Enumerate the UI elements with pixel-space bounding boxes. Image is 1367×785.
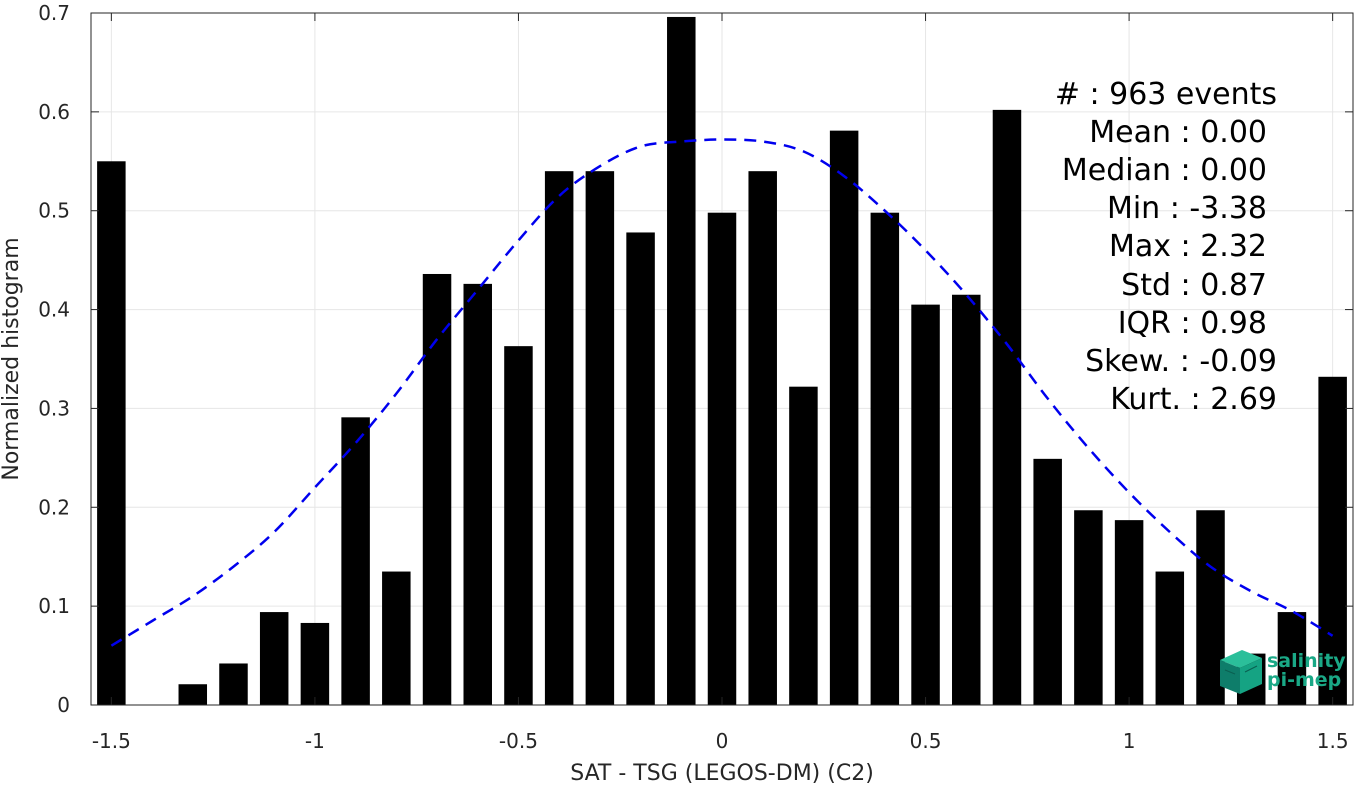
- histogram-bar: [1318, 376, 1347, 705]
- x-tick-label: -1: [305, 729, 325, 753]
- histogram-bar: [259, 612, 289, 705]
- histogram-bar: [504, 346, 533, 705]
- histogram-bar: [789, 386, 818, 705]
- logo-cube-icon: [1220, 650, 1262, 694]
- salinity-pimep-logo: salinity pi-mep: [1220, 650, 1346, 694]
- histogram-bar: [97, 161, 126, 706]
- histogram-bar: [748, 171, 777, 705]
- histogram-bars: [97, 16, 1347, 706]
- histogram-bar: [1074, 510, 1103, 705]
- histogram-bar: [463, 283, 492, 705]
- histogram-bar: [382, 571, 411, 705]
- histogram-bar: [992, 109, 1022, 705]
- histogram-bar: [178, 684, 208, 705]
- x-tick-label: -0.5: [499, 729, 538, 753]
- histogram-bar: [667, 16, 696, 706]
- histogram-bar: [707, 212, 737, 706]
- histogram-bar: [300, 622, 330, 705]
- stat-events: # : 963 events: [1055, 77, 1277, 112]
- x-tick-label: -1.5: [92, 729, 131, 753]
- x-tick-label: 1.5: [1317, 729, 1349, 753]
- histogram-bar: [1114, 520, 1144, 705]
- stat-median: Median : 0.00: [1062, 153, 1267, 188]
- histogram-bar: [1277, 612, 1307, 705]
- x-axis-label: SAT - TSG (LEGOS-DM) (C2): [570, 761, 874, 785]
- y-tick-label: 0.1: [38, 594, 70, 618]
- gaussian-fit-curve: [110, 138, 1334, 647]
- stat-min: Min : -3.38: [1107, 191, 1267, 226]
- y-tick-label: 0.6: [38, 100, 70, 124]
- stat-skew: Skew. : -0.09: [1085, 344, 1277, 379]
- y-tick-label: 0.3: [38, 396, 70, 420]
- histogram-bar: [1033, 458, 1062, 705]
- histogram-bar: [870, 212, 900, 706]
- stat-iqr: IQR : 0.98: [1118, 306, 1267, 341]
- histogram-bar: [544, 171, 574, 705]
- stat-std: Std : 0.87: [1121, 268, 1267, 303]
- logo-line1: salinity: [1267, 650, 1346, 672]
- x-tick-labels: -1.5 -1 -0.5 0 0.5 1 1.5: [92, 729, 1349, 753]
- stat-max: Max : 2.32: [1109, 229, 1267, 264]
- histogram-bar: [585, 171, 615, 705]
- y-tick-labels: 0 0.1 0.2 0.3 0.4 0.5 0.6 0.7: [38, 1, 70, 717]
- y-tick-label: 0.7: [38, 1, 70, 25]
- y-tick-label: 0.2: [38, 495, 70, 519]
- y-axis-label: Normalized histogram: [0, 237, 24, 480]
- x-tick-label: 0.5: [910, 729, 942, 753]
- histogram-bar: [626, 232, 655, 705]
- axis-ticks: [91, 12, 1353, 706]
- histogram-bar: [341, 417, 370, 705]
- histogram-bar: [829, 130, 859, 705]
- histogram-bar: [1155, 571, 1185, 705]
- x-tick-label: 1: [1123, 729, 1136, 753]
- histogram-bar: [422, 273, 452, 705]
- stat-kurt: Kurt. : 2.69: [1110, 382, 1277, 417]
- y-tick-label: 0.5: [38, 199, 70, 223]
- logo-line2: pi-mep: [1267, 669, 1341, 691]
- y-tick-label: 0: [57, 693, 70, 717]
- histogram-bar: [219, 663, 248, 705]
- histogram-bar: [952, 294, 981, 705]
- stat-mean: Mean : 0.00: [1089, 115, 1267, 150]
- x-tick-label: 0: [716, 729, 729, 753]
- histogram-bar: [911, 304, 940, 705]
- statistics-box: # : 963 events Mean : 0.00 Median : 0.00…: [1055, 77, 1277, 417]
- y-tick-label: 0.4: [38, 298, 70, 322]
